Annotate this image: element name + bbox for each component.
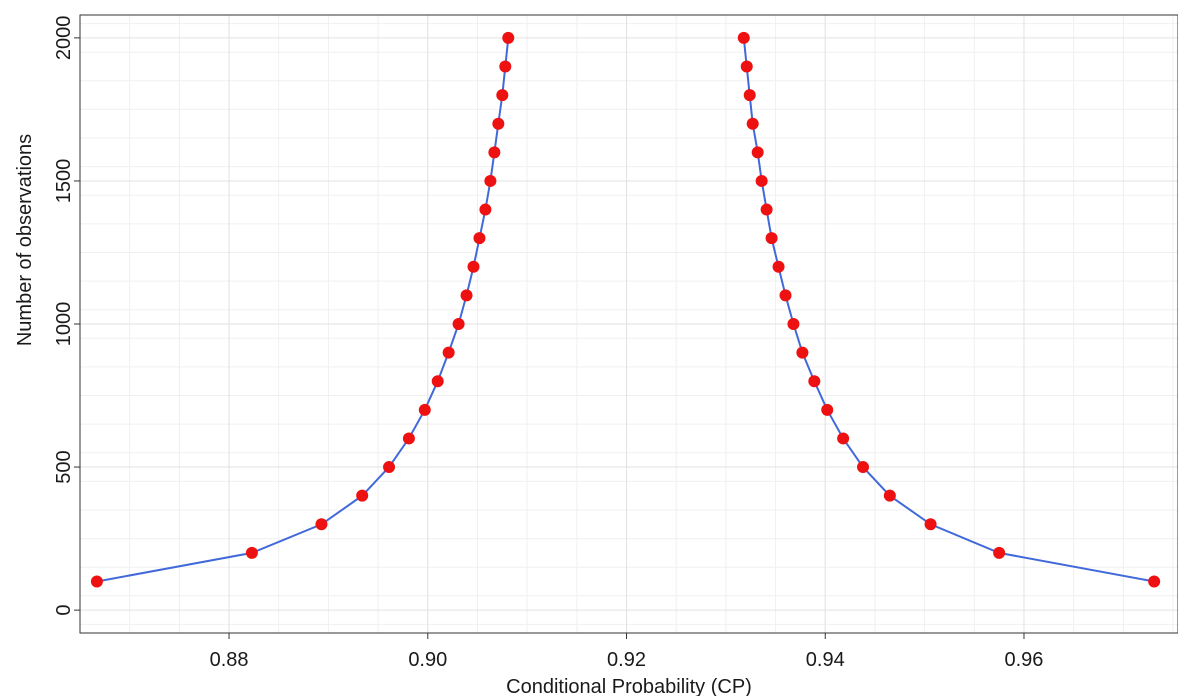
data-point bbox=[315, 518, 328, 531]
y-tick-label: 1500 bbox=[53, 159, 75, 204]
data-point bbox=[502, 31, 515, 44]
axis-ticks bbox=[74, 37, 1025, 639]
x-tick-label: 0.90 bbox=[408, 649, 447, 671]
data-point bbox=[740, 60, 753, 73]
data-point bbox=[356, 489, 369, 502]
data-point bbox=[402, 432, 415, 445]
data-point bbox=[496, 89, 509, 102]
data-point bbox=[760, 203, 773, 216]
data-point bbox=[746, 117, 759, 130]
data-point bbox=[857, 461, 870, 474]
data-point bbox=[460, 289, 473, 302]
y-tick-label: 0 bbox=[53, 605, 75, 616]
data-point bbox=[467, 260, 480, 273]
data-point bbox=[808, 375, 821, 388]
y-tick-label: 1000 bbox=[53, 302, 75, 347]
x-tick-label: 0.96 bbox=[1005, 649, 1044, 671]
plot-border bbox=[79, 14, 1178, 634]
x-tick-label: 0.94 bbox=[806, 649, 845, 671]
data-point bbox=[765, 232, 778, 245]
data-point bbox=[442, 346, 455, 359]
markers bbox=[90, 31, 1161, 588]
data-point bbox=[924, 518, 937, 531]
data-point bbox=[743, 89, 756, 102]
x-tick-label: 0.88 bbox=[210, 649, 249, 671]
y-tick-label: 2000 bbox=[53, 16, 75, 61]
data-point bbox=[796, 346, 809, 359]
data-point bbox=[883, 489, 896, 502]
data-point bbox=[431, 375, 444, 388]
data-point bbox=[479, 203, 492, 216]
data-point bbox=[473, 232, 486, 245]
data-point bbox=[499, 60, 512, 73]
tick-labels: 0.88 0.90 0.92 0.94 0.96 0 500 1000 1500 2000 bbox=[53, 16, 1043, 671]
data-point bbox=[418, 403, 431, 416]
data-point bbox=[492, 117, 505, 130]
data-point bbox=[993, 546, 1006, 559]
data-point bbox=[452, 318, 465, 330]
x-tick-label: 0.92 bbox=[607, 649, 646, 671]
data-point bbox=[245, 546, 258, 559]
data-point bbox=[484, 174, 497, 187]
data-point bbox=[755, 174, 768, 187]
data-point bbox=[821, 403, 834, 416]
data-point bbox=[488, 146, 501, 159]
y-axis-title: Number of observations bbox=[14, 134, 36, 346]
y-tick-label: 500 bbox=[53, 450, 75, 483]
data-point bbox=[772, 260, 785, 273]
data-point bbox=[779, 289, 792, 302]
data-point bbox=[90, 575, 103, 588]
data-point bbox=[787, 318, 800, 330]
data-point bbox=[383, 461, 396, 474]
data-point bbox=[837, 432, 850, 445]
data-point bbox=[737, 31, 750, 44]
data-point bbox=[751, 146, 764, 159]
data-point bbox=[1148, 575, 1161, 588]
grid bbox=[80, 15, 1178, 633]
x-axis-title: Conditional Probability (CP) bbox=[506, 676, 752, 696]
